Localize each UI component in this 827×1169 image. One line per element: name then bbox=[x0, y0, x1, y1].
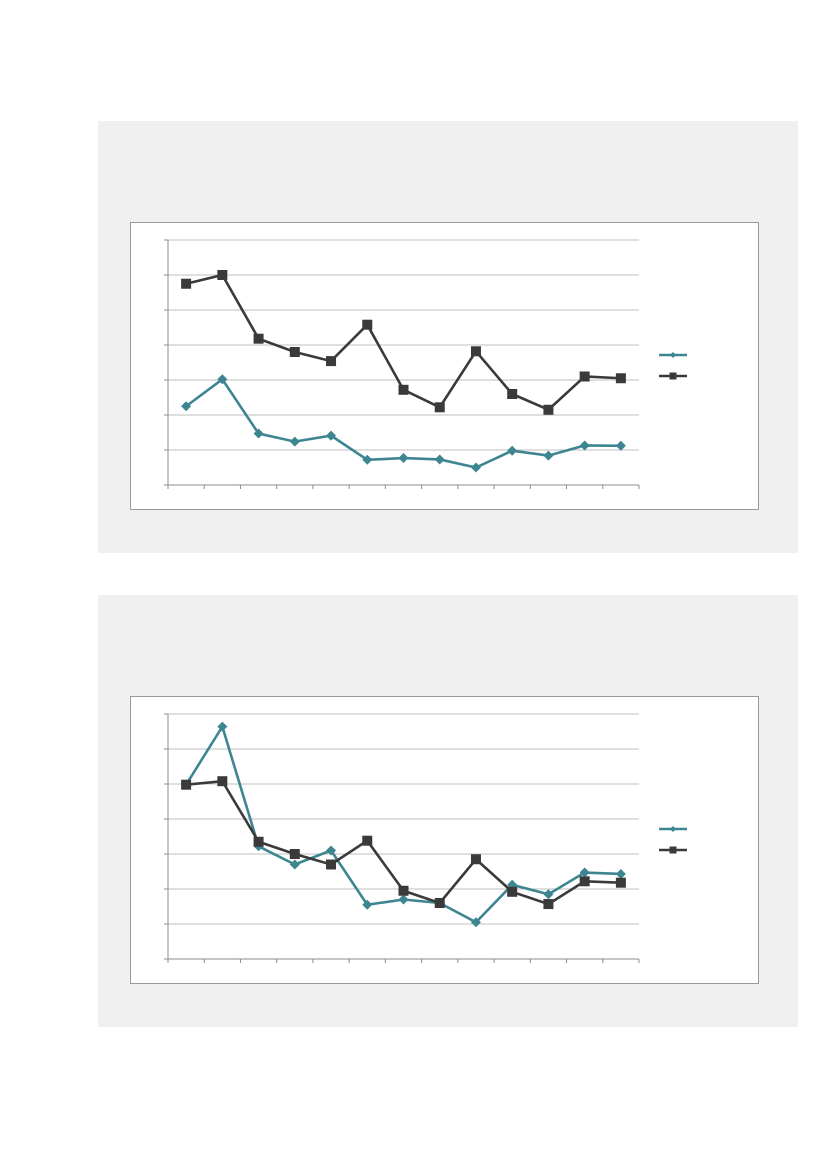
series-1-point bbox=[543, 889, 554, 900]
series-1-point bbox=[615, 440, 626, 451]
series-2-line bbox=[185, 779, 621, 906]
series-2-point bbox=[181, 779, 192, 790]
series-1-point bbox=[470, 462, 481, 473]
series-1-point bbox=[289, 436, 300, 447]
series-2-point bbox=[543, 899, 554, 910]
series-2-point bbox=[253, 836, 264, 847]
chart-panel-1 bbox=[98, 121, 798, 553]
line-chart-2 bbox=[164, 713, 687, 963]
series-1-point bbox=[362, 454, 373, 465]
series-2-point bbox=[579, 371, 590, 382]
series-2-point bbox=[253, 333, 264, 344]
series-2-point bbox=[289, 849, 300, 859]
legend-marker-2 bbox=[669, 372, 677, 380]
series-2-point bbox=[579, 876, 590, 887]
series-1-point bbox=[253, 428, 264, 439]
chart-panel-2 bbox=[98, 595, 798, 1027]
series-1-point bbox=[507, 445, 518, 456]
series-1-point bbox=[398, 894, 409, 905]
series-1-point bbox=[289, 859, 300, 870]
series-2-point bbox=[434, 402, 445, 413]
series-1-point bbox=[217, 374, 228, 385]
series-1-point bbox=[398, 453, 409, 464]
series-1-point bbox=[362, 899, 373, 910]
series-2-point bbox=[470, 346, 481, 357]
series-2-point bbox=[326, 859, 337, 870]
series-1-point bbox=[326, 845, 337, 856]
line-chart-1 bbox=[164, 239, 687, 489]
series-2-point bbox=[289, 347, 300, 357]
legend-marker-2 bbox=[669, 846, 677, 854]
series-2-point bbox=[507, 886, 518, 897]
series-2-point bbox=[398, 885, 409, 896]
series-2-point bbox=[434, 898, 445, 908]
series-1-point bbox=[181, 401, 192, 412]
series-2-point bbox=[362, 319, 373, 330]
series-1-point bbox=[217, 721, 228, 732]
series-1-point bbox=[543, 450, 554, 461]
legend-marker-1 bbox=[670, 352, 676, 358]
series-1-point bbox=[434, 454, 445, 465]
series-2-point bbox=[217, 270, 228, 280]
series-2-point bbox=[470, 854, 481, 865]
series-2-point bbox=[398, 384, 409, 395]
series-2-point bbox=[217, 776, 228, 787]
series-2-point bbox=[326, 356, 337, 367]
chart-area-1 bbox=[130, 222, 759, 510]
series-2-point bbox=[362, 835, 373, 846]
series-2-point bbox=[615, 373, 626, 384]
series-2-point bbox=[615, 877, 626, 888]
series-1-point bbox=[470, 917, 481, 928]
series-2-point bbox=[543, 404, 554, 415]
series-2-point bbox=[507, 389, 518, 399]
legend-marker-1 bbox=[670, 826, 676, 832]
series-1-point bbox=[615, 868, 626, 879]
series-1-point bbox=[579, 440, 590, 451]
chart-area-2 bbox=[130, 696, 759, 984]
series-2-point bbox=[181, 278, 192, 289]
series-1-point bbox=[326, 430, 337, 441]
series-1-point bbox=[579, 867, 590, 878]
